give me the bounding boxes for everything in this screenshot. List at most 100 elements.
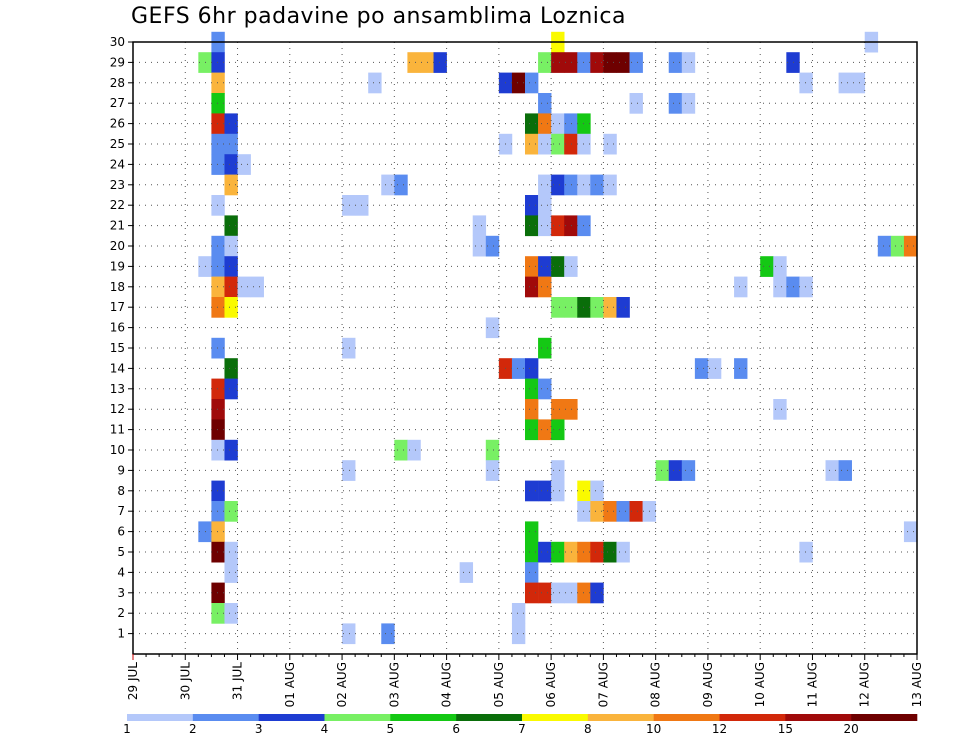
heatmap-cell	[564, 297, 578, 318]
y-tick-label: 19	[110, 259, 125, 273]
heatmap-cell	[564, 215, 578, 237]
heatmap-cell	[681, 460, 696, 481]
heatmap-cell	[799, 72, 813, 94]
heatmap-cell	[603, 133, 617, 155]
colorbar-swatch	[587, 714, 654, 721]
heatmap-cell	[368, 72, 382, 94]
heatmap-cell	[224, 174, 238, 196]
x-tick-label: 03 AUG	[387, 662, 401, 707]
heatmap-cell	[211, 603, 225, 624]
heatmap-cell	[877, 235, 892, 257]
heatmap-cell	[525, 133, 539, 155]
heatmap-cell	[525, 113, 539, 135]
colorbar-label: 4	[321, 722, 329, 736]
heatmap-cell	[564, 399, 578, 420]
heatmap-cell	[538, 113, 552, 135]
heatmap-cell	[773, 256, 787, 277]
heatmap-cell	[237, 276, 251, 298]
colorbar-label: 5	[387, 722, 395, 736]
heatmap-cell	[525, 399, 539, 420]
heatmap-cell	[590, 582, 604, 604]
heatmap-cell	[551, 113, 565, 135]
heatmap-cell	[564, 113, 578, 135]
grid-lines	[133, 41, 917, 654]
x-tick-label: 04 AUG	[440, 662, 454, 707]
heatmap-cell	[538, 419, 552, 441]
heatmap-cell	[551, 399, 565, 420]
heatmap-cell	[525, 358, 539, 379]
heatmap-cell	[773, 276, 787, 298]
x-axis: 29 JUL 30 JUL 31 JUL 01 AUG 02 AUG 03 AUG 04 A…	[126, 654, 924, 707]
heatmap-cell	[616, 541, 630, 563]
colorbar-swatch	[324, 714, 391, 721]
heatmap-cell	[551, 174, 565, 196]
heatmap-cell	[538, 133, 552, 155]
heatmap-cell	[224, 358, 238, 379]
heatmap-cell	[538, 93, 552, 114]
heatmap-cell	[890, 235, 905, 257]
y-tick-label: 4	[117, 565, 125, 579]
heatmap-cell	[250, 276, 264, 298]
heatmap-cell	[629, 501, 643, 522]
heatmap-cell	[734, 276, 748, 298]
y-tick-label: 24	[110, 157, 125, 171]
x-tick-label: 13 AUG	[910, 662, 924, 707]
colorbar-swatch	[192, 714, 259, 721]
heatmap-cell	[564, 174, 578, 196]
x-tick-label: 09 AUG	[701, 662, 715, 707]
heatmap-cell	[224, 562, 238, 583]
colorbar-swatch	[785, 714, 852, 721]
heatmap-cell	[655, 460, 670, 481]
heatmap-cell	[459, 562, 474, 583]
heatmap-cell	[394, 174, 408, 196]
heatmap-cell	[511, 72, 526, 94]
heatmap-cell	[590, 52, 604, 73]
x-tick-label: 01 AUG	[283, 662, 297, 707]
heatmap-cell	[564, 133, 578, 155]
colorbar-swatch	[719, 714, 786, 721]
heatmap-cell	[525, 521, 539, 543]
heatmap-cell	[525, 419, 539, 441]
heatmap-cell	[551, 133, 565, 155]
heatmap-cell	[224, 133, 238, 155]
heatmap-cell	[564, 541, 578, 563]
heatmap-cell	[525, 215, 539, 237]
colorbar-label: 1	[123, 722, 131, 736]
heatmap-cell	[903, 235, 918, 257]
colorbar-label: 8	[584, 722, 592, 736]
heatmap-cell	[590, 174, 604, 196]
heatmap-cell	[525, 480, 539, 502]
heatmap-cell	[551, 297, 565, 318]
heatmap-cell	[485, 460, 500, 481]
colorbar-label: 12	[712, 722, 727, 736]
heatmap-cell	[211, 52, 225, 73]
colorbar-swatch	[390, 714, 457, 721]
heatmap-cell	[590, 501, 604, 522]
y-tick-label: 26	[110, 117, 125, 131]
heatmap-cell	[211, 541, 225, 563]
y-tick-label: 7	[117, 504, 125, 518]
x-tick-label: 05 AUG	[492, 662, 506, 707]
colorbar-label: 3	[255, 722, 263, 736]
y-tick-label: 14	[110, 361, 125, 375]
y-tick-label: 25	[110, 137, 125, 151]
heatmap-cell	[851, 72, 866, 94]
y-tick-label: 21	[110, 219, 125, 233]
y-tick-label: 27	[110, 96, 125, 110]
y-tick-label: 23	[110, 178, 125, 192]
x-tick-label: 12 AUG	[858, 662, 872, 707]
colorbar-swatch	[258, 714, 325, 721]
heatmap-cell	[734, 358, 748, 379]
heatmap-cell	[211, 297, 225, 318]
heatmap-cell	[616, 52, 630, 73]
heatmap-cell	[590, 541, 604, 563]
heatmap-cell	[603, 52, 617, 73]
colorbar-swatch	[127, 714, 194, 721]
heatmap-cell	[668, 52, 683, 73]
heatmap-cell	[838, 460, 852, 481]
heatmap-cell	[538, 337, 552, 359]
heatmap-cell	[525, 276, 539, 298]
heatmap-cell	[211, 195, 225, 216]
heatmap-cell	[538, 276, 552, 298]
heatmap-cell	[525, 562, 539, 583]
